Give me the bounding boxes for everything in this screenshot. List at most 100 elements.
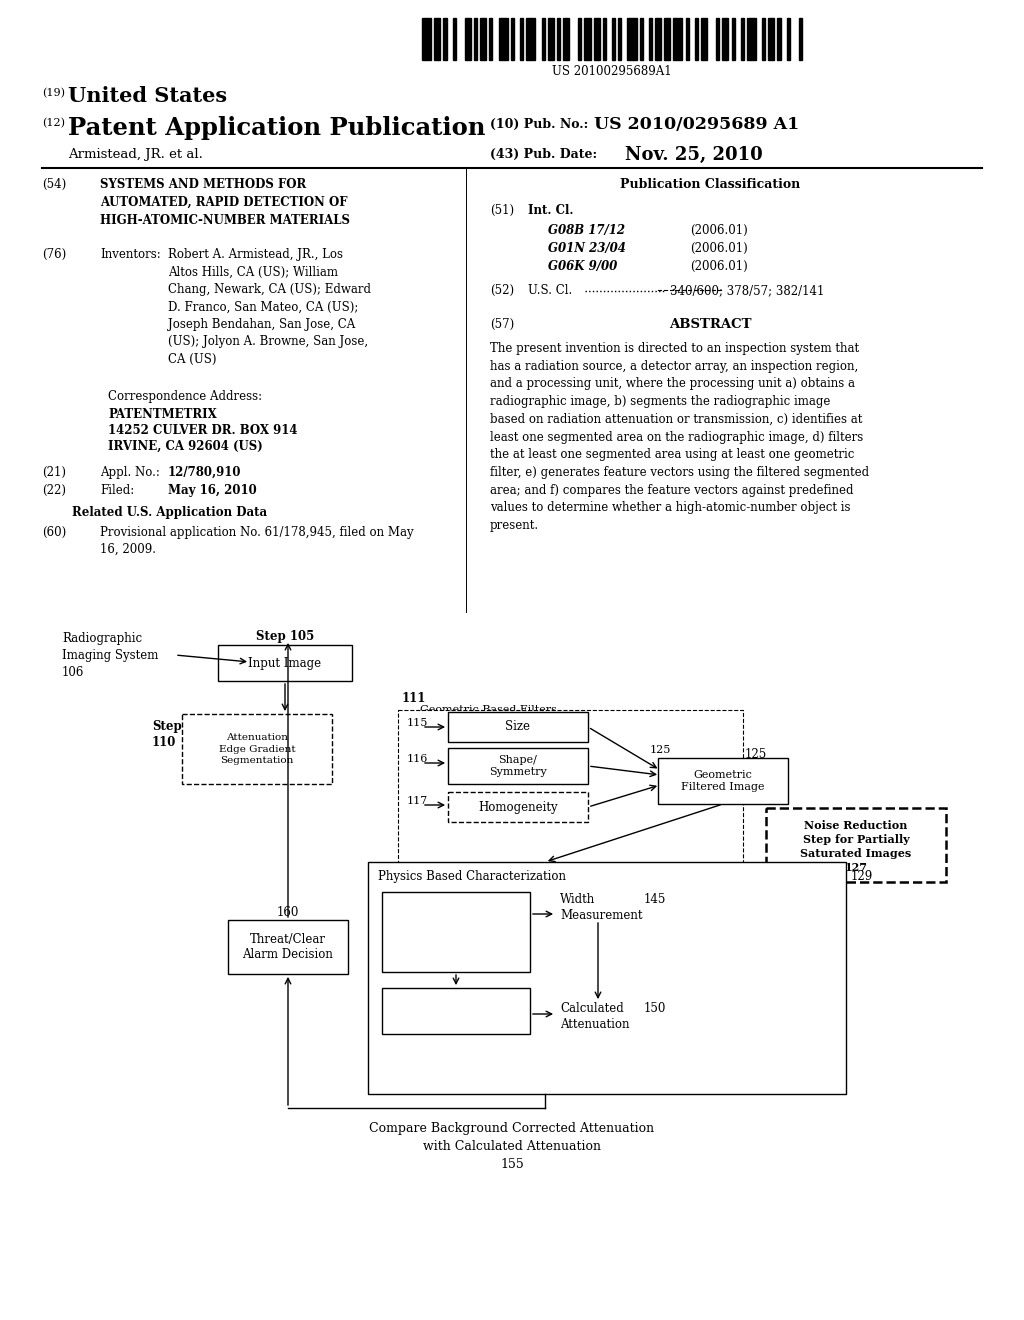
Text: Calculated
Attenuation: Calculated Attenuation	[560, 1002, 630, 1031]
Text: (10) Pub. No.:: (10) Pub. No.:	[490, 117, 588, 131]
Text: 135: 135	[445, 997, 467, 1006]
Text: (52): (52)	[490, 284, 514, 297]
Text: 115: 115	[407, 718, 428, 729]
Bar	[579, 18, 582, 59]
Bar	[218, 645, 352, 681]
Bar	[465, 18, 471, 59]
Bar	[762, 18, 765, 59]
Bar	[700, 18, 707, 59]
Bar	[182, 714, 332, 784]
Text: Radiographic
Imaging System
106: Radiographic Imaging System 106	[62, 632, 159, 678]
Bar	[368, 862, 846, 1094]
Text: Input Image: Input Image	[249, 656, 322, 669]
Bar	[499, 18, 508, 59]
Bar	[722, 18, 728, 59]
Text: 117: 117	[407, 796, 428, 807]
Bar	[603, 18, 606, 59]
Bar	[228, 920, 348, 974]
Text: (22): (22)	[42, 484, 66, 498]
Bar	[640, 18, 643, 59]
Bar	[655, 18, 662, 59]
Bar	[382, 987, 530, 1034]
Text: 111: 111	[402, 692, 426, 705]
Bar	[449, 792, 588, 822]
Bar	[665, 18, 671, 59]
Bar	[520, 18, 523, 59]
Text: US 20100295689A1: US 20100295689A1	[552, 65, 672, 78]
Text: U.S. Cl.: U.S. Cl.	[528, 284, 572, 297]
Bar	[777, 18, 780, 59]
Text: Attenuation
Edge Gradient
Segmentation: Attenuation Edge Gradient Segmentation	[219, 733, 295, 766]
Bar	[746, 18, 756, 59]
Text: 14252 CULVER DR. BOX 914: 14252 CULVER DR. BOX 914	[108, 424, 298, 437]
Bar	[799, 18, 802, 59]
Text: Background
Model: Background Model	[420, 1002, 493, 1031]
Text: 160: 160	[276, 906, 299, 919]
Text: (2006.01): (2006.01)	[690, 242, 748, 255]
Bar	[422, 18, 431, 59]
Text: Armistead, JR. et al.: Armistead, JR. et al.	[68, 148, 203, 161]
Text: Generation
ROI: Generation ROI	[423, 921, 489, 950]
Text: Size: Size	[506, 721, 530, 734]
Bar	[594, 18, 600, 59]
Bar	[474, 18, 477, 59]
Bar	[434, 18, 440, 59]
Text: Noise Reduction
Step for Partially
Saturated Images
127: Noise Reduction Step for Partially Satur…	[801, 820, 911, 874]
Text: 125: 125	[650, 744, 672, 755]
Text: Compare Background Corrected Attenuation
with Calculated Attenuation
155: Compare Background Corrected Attenuation…	[370, 1122, 654, 1171]
Text: 145: 145	[644, 894, 667, 906]
Bar	[449, 748, 588, 784]
Text: (76): (76)	[42, 248, 67, 261]
Text: 125: 125	[745, 748, 767, 762]
Bar	[766, 808, 946, 882]
Text: Geometric Based Filters: Geometric Based Filters	[420, 705, 557, 715]
Text: May 16, 2010: May 16, 2010	[168, 484, 257, 498]
Text: (2006.01): (2006.01)	[690, 260, 748, 273]
Text: (54): (54)	[42, 178, 67, 191]
Text: Inventors:: Inventors:	[100, 248, 161, 261]
Text: 110: 110	[152, 737, 176, 748]
Text: Robert A. Armistead, JR., Los
Altos Hills, CA (US); William
Chang, Newark, CA (U: Robert A. Armistead, JR., Los Altos Hill…	[168, 248, 371, 366]
Text: 130: 130	[445, 900, 467, 909]
Text: Filed:: Filed:	[100, 484, 134, 498]
Bar	[618, 18, 622, 59]
Text: Homogeneity: Homogeneity	[478, 800, 558, 813]
Bar	[563, 18, 569, 59]
Bar	[449, 711, 588, 742]
Text: ABSTRACT: ABSTRACT	[669, 318, 752, 331]
Text: (12): (12)	[42, 117, 65, 128]
Text: 116: 116	[407, 754, 428, 764]
Text: The present invention is directed to an inspection system that
has a radiation s: The present invention is directed to an …	[490, 342, 869, 532]
Text: SYSTEMS AND METHODS FOR
AUTOMATED, RAPID DETECTION OF
HIGH-ATOMIC-NUMBER MATERIA: SYSTEMS AND METHODS FOR AUTOMATED, RAPID…	[100, 178, 350, 227]
Text: (21): (21)	[42, 466, 66, 479]
Text: 340/600; 378/57; 382/141: 340/600; 378/57; 382/141	[670, 284, 824, 297]
Text: G06K 9/00: G06K 9/00	[548, 260, 617, 273]
Bar	[511, 18, 514, 59]
Bar	[548, 18, 554, 59]
Bar	[453, 18, 456, 59]
Bar	[786, 18, 790, 59]
Text: United States: United States	[68, 86, 227, 106]
Text: (51): (51)	[490, 205, 514, 216]
Text: 12/780,910: 12/780,910	[168, 466, 242, 479]
Bar	[674, 18, 682, 59]
Text: 150: 150	[644, 1002, 667, 1015]
Text: Step: Step	[152, 719, 181, 733]
Text: (57): (57)	[490, 318, 514, 331]
Bar	[740, 18, 743, 59]
Text: Shape/
Symmetry: Shape/ Symmetry	[489, 755, 547, 777]
Bar	[443, 18, 446, 59]
Text: Physics Based Characterization: Physics Based Characterization	[378, 870, 566, 883]
Text: PATENTMETRIX: PATENTMETRIX	[108, 408, 217, 421]
Text: Appl. No.:: Appl. No.:	[100, 466, 160, 479]
Bar	[649, 18, 652, 59]
Bar	[526, 18, 536, 59]
Text: Correspondence Address:: Correspondence Address:	[108, 389, 262, 403]
Bar	[382, 892, 530, 972]
Text: (60): (60)	[42, 525, 67, 539]
Text: IRVINE, CA 92604 (US): IRVINE, CA 92604 (US)	[108, 440, 263, 453]
Bar	[612, 18, 615, 59]
Text: Nov. 25, 2010: Nov. 25, 2010	[625, 147, 763, 164]
Text: Int. Cl.: Int. Cl.	[528, 205, 573, 216]
Bar	[658, 758, 788, 804]
